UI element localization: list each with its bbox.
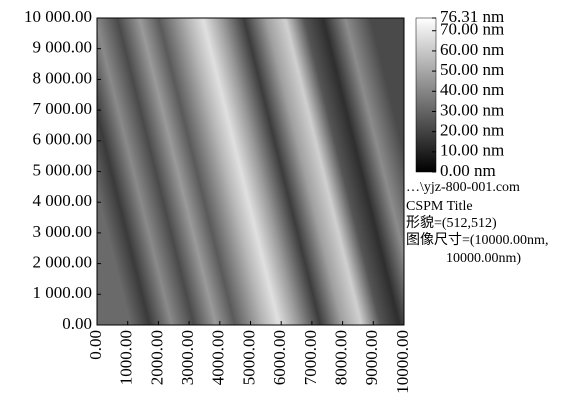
colorbar-tick-label: 30.00 nm [440, 100, 504, 119]
info-line: 10000.00nm) [446, 251, 521, 266]
x-tick-label: 1000.00 [117, 330, 136, 385]
x-tick-label: 6000.00 [270, 330, 289, 385]
colorbar-tick-label: 10.00 nm [440, 141, 504, 160]
height-map [97, 18, 404, 325]
y-tick-label: 10 000.00 [24, 7, 92, 26]
colorbar-tick-label: 60.00 nm [440, 40, 504, 59]
colorbar-tick-label: 20.00 nm [440, 121, 504, 140]
info-line: 图像尺寸=(10000.00nm, [406, 232, 548, 248]
y-tick-label: 1 000.00 [33, 283, 93, 302]
x-tick-label: 7000.00 [301, 330, 320, 385]
colorbar-tick-label: 70.00 nm [440, 20, 504, 39]
y-tick-label: 6 000.00 [33, 130, 93, 149]
colorbar [416, 18, 436, 172]
colorbar-tick-label: 50.00 nm [440, 60, 504, 79]
colorbar-tick-label: 0.00 nm [440, 161, 496, 180]
x-tick-label: 9000.00 [362, 330, 381, 385]
x-tick-label: 2000.00 [147, 330, 166, 385]
y-tick-label: 5 000.00 [33, 160, 93, 179]
x-tick-label: 8000.00 [332, 330, 351, 385]
x-tick-label: 0.00 [86, 330, 105, 360]
y-tick-label: 9 000.00 [33, 38, 93, 57]
info-line: 形貌=(512,512) [406, 215, 497, 231]
y-tick-label: 7 000.00 [33, 99, 93, 118]
x-tick-label: 10000.00 [393, 330, 412, 394]
y-tick-label: 2 000.00 [33, 253, 93, 272]
y-tick-label: 3 000.00 [33, 222, 93, 241]
x-tick-label: 4000.00 [209, 330, 228, 385]
y-tick-label: 8 000.00 [33, 68, 93, 87]
info-line: …\yjz-800-001.com [406, 180, 520, 195]
x-tick-label: 3000.00 [178, 330, 197, 385]
x-tick-label: 5000.00 [239, 330, 258, 385]
colorbar-tick-label: 40.00 nm [440, 80, 504, 99]
y-tick-label: 4 000.00 [33, 191, 93, 210]
chart: 0.00 1 000.00 2 000.00 3 000.00 4 000.00 5 00… [0, 0, 564, 403]
info-line: CSPM Title [406, 199, 473, 214]
